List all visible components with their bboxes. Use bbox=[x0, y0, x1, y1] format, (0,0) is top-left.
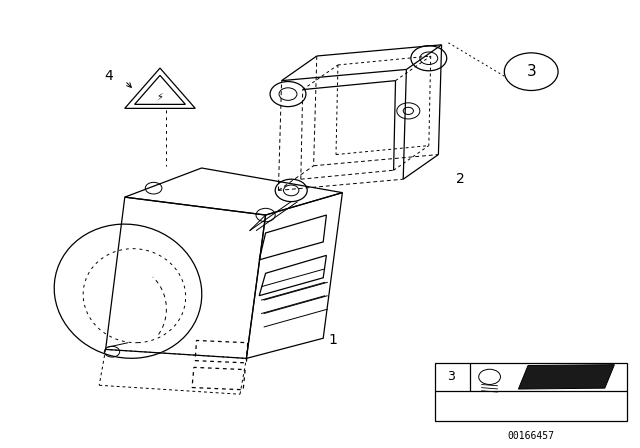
Text: 2: 2 bbox=[456, 172, 465, 186]
Text: 1: 1 bbox=[328, 333, 337, 348]
Text: ⚡: ⚡ bbox=[157, 91, 163, 101]
Text: 3: 3 bbox=[447, 370, 455, 383]
Text: 00166457: 00166457 bbox=[508, 431, 555, 441]
Text: 3: 3 bbox=[526, 64, 536, 79]
Text: 4: 4 bbox=[104, 69, 113, 83]
Bar bbox=[435, 363, 627, 421]
Polygon shape bbox=[518, 365, 614, 389]
